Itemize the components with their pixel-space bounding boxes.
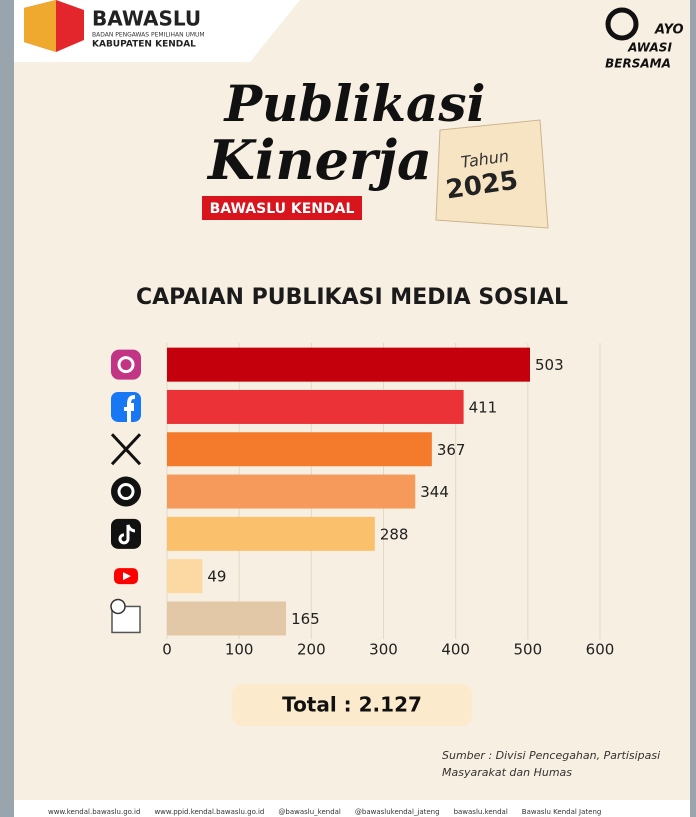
headline: Kinerja [206, 128, 432, 192]
value-label: 411 [469, 398, 498, 416]
footer-item: www.kendal.bawaslu.go.id [48, 808, 140, 816]
platform-icon [110, 598, 141, 634]
x-tick-label: 300 [369, 641, 398, 659]
header-band [14, 0, 300, 62]
org-name: BAWASLU [92, 7, 201, 31]
icon-shape [118, 524, 136, 545]
org-sub: BADAN PENGAWAS PEMILIHAN UMUM [92, 32, 205, 39]
badge: BAWASLU KENDAL [210, 201, 355, 217]
bar [167, 474, 416, 509]
platform-icon [111, 476, 141, 507]
icon-shape [111, 476, 141, 507]
footer-item: @bawaslu_kendal [278, 808, 341, 816]
plot: 0 100 200 300 400 500 600 503 411 367 344 288 49 165 [110, 343, 615, 659]
value-label: 344 [420, 483, 449, 501]
year-note [435, 119, 549, 229]
headline: Publikasi [222, 74, 485, 133]
source: Masyarakat dan Humas [442, 766, 572, 779]
platform-icon [111, 391, 141, 422]
footer-item: bawaslu.kendal [454, 808, 508, 816]
value-label: 49 [207, 568, 226, 586]
slogan: AYO [654, 23, 684, 38]
icon-shape [117, 483, 135, 501]
platform-icon [114, 568, 138, 585]
bar [167, 432, 432, 467]
footer-item: @bawaslukendal_jateng [355, 808, 440, 816]
total-box [232, 684, 472, 726]
logo-left [24, 0, 56, 52]
icon-shape [124, 394, 136, 422]
platform-icon [110, 433, 142, 466]
x-tick-label: 600 [586, 641, 615, 659]
platform-icon [111, 349, 141, 380]
x-tick-label: 0 [162, 641, 172, 659]
value-label: 288 [380, 525, 409, 543]
slogan-icon [605, 7, 639, 41]
icon-shape [111, 349, 141, 380]
x-tick-label: 100 [225, 641, 254, 659]
footer-item: www.ppid.kendal.bawaslu.go.id [154, 808, 264, 816]
bar [167, 559, 203, 594]
icon-shape [123, 572, 131, 581]
slogan: BERSAMA [605, 57, 671, 71]
value-label: 165 [291, 610, 320, 628]
org-sub: KABUPATEN KENDAL [92, 40, 196, 50]
platform-icon [111, 518, 141, 549]
icon-shape [117, 356, 135, 374]
icon-shape [110, 598, 126, 615]
badge-bg [202, 196, 362, 220]
bar [167, 347, 530, 382]
footer-band [14, 800, 690, 817]
footer: www.kendal.bawaslu.go.id www.ppid.kendal.… [48, 808, 601, 816]
bar [167, 389, 464, 424]
bar [167, 516, 375, 551]
x-tick-label: 200 [297, 641, 326, 659]
chart-title: CAPAIAN PUBLIKASI MEDIA SOSIAL [136, 285, 568, 310]
value-label: 503 [535, 356, 564, 374]
x-tick-label: 400 [441, 641, 470, 659]
value-label: 367 [437, 441, 466, 459]
icon-shape [110, 433, 142, 466]
bar [167, 601, 287, 636]
x-tick-label: 500 [514, 641, 543, 659]
footer-item: Bawaslu Kendal Jateng [522, 808, 602, 816]
total: Total : 2.127 [282, 693, 422, 717]
slogan: AWASI [627, 41, 672, 55]
icon-shape [111, 518, 141, 549]
source: Sumber : Divisi Pencegahan, Partisipasi [442, 749, 660, 762]
